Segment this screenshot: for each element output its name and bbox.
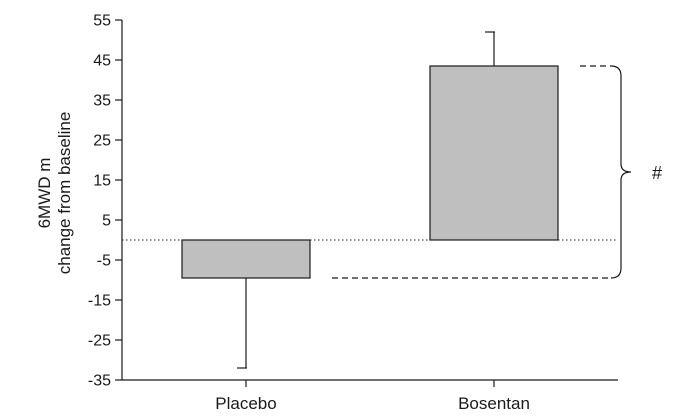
y-tick-label: 15 — [93, 173, 111, 190]
y-tick-label: -5 — [97, 253, 111, 270]
x-axis: Placebo Bosentan — [122, 379, 618, 413]
y-tick-label: 45 — [93, 53, 111, 70]
y-tick-label: 55 — [93, 13, 111, 30]
significance-symbol: # — [652, 163, 662, 183]
bars — [181, 65, 559, 279]
bar-bosentan — [429, 65, 559, 241]
y-tick-label: -25 — [88, 333, 111, 350]
y-axis: 55 45 35 25 15 5 -5 -15 -25 -35 — [88, 13, 123, 390]
bar-placebo — [181, 239, 311, 279]
significance-annotation: # — [332, 65, 662, 279]
curly-brace — [610, 65, 632, 279]
y-tick-label: 5 — [102, 213, 111, 230]
y-axis-label-line-1: 6MWD m — [35, 158, 54, 229]
y-tick-label: -35 — [88, 373, 111, 390]
error-bars — [237, 31, 495, 369]
y-tick-label: 35 — [93, 93, 111, 110]
y-axis-label: 6MWD m change from baseline — [35, 112, 74, 275]
y-axis-label-line-2: change from baseline — [55, 112, 74, 275]
y-tick-label: -15 — [88, 293, 111, 310]
y-tick-label: 25 — [93, 133, 111, 150]
x-category-label: Placebo — [215, 394, 276, 413]
x-category-label: Bosentan — [458, 394, 530, 413]
